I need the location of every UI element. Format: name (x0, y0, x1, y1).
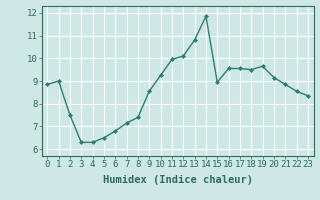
X-axis label: Humidex (Indice chaleur): Humidex (Indice chaleur) (103, 175, 252, 185)
